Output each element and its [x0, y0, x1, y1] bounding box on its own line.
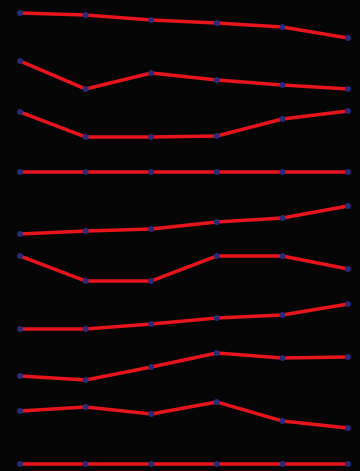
data-point: [279, 461, 286, 467]
data-point: [17, 253, 23, 259]
series-8: [17, 350, 351, 383]
data-point: [213, 77, 220, 83]
data-point: [213, 20, 220, 26]
series-line: [18, 59, 350, 91]
series-1: [17, 10, 351, 41]
data-point: [82, 278, 89, 284]
data-point: [345, 169, 351, 175]
data-point: [345, 266, 351, 272]
series-7: [17, 301, 351, 332]
data-point: [279, 253, 286, 259]
data-point: [345, 86, 351, 92]
data-point: [82, 86, 89, 92]
series-6: [17, 253, 351, 284]
data-point: [279, 116, 286, 122]
data-point: [279, 418, 286, 424]
series-line: [18, 254, 350, 283]
data-point: [17, 373, 23, 379]
data-point: [17, 169, 23, 175]
data-point: [17, 408, 23, 414]
data-point: [213, 315, 220, 321]
data-point: [345, 461, 351, 467]
data-point: [82, 169, 89, 175]
series-line: [18, 109, 350, 139]
series-layer: [17, 10, 351, 467]
data-point: [345, 301, 351, 307]
series-5: [17, 203, 351, 237]
data-point: [148, 321, 155, 327]
data-point: [82, 461, 89, 467]
data-point: [148, 70, 155, 76]
series-3: [17, 108, 351, 140]
data-point: [279, 312, 286, 318]
data-point: [213, 253, 220, 259]
data-point: [345, 354, 351, 360]
data-point: [148, 278, 155, 284]
data-point: [279, 82, 286, 88]
series-line: [18, 351, 350, 382]
data-point: [148, 226, 155, 232]
data-point: [148, 364, 155, 370]
data-point: [213, 399, 220, 405]
data-point: [279, 169, 286, 175]
data-point: [82, 228, 89, 234]
series-line: [18, 302, 350, 331]
series-line: [18, 11, 350, 40]
data-point: [213, 461, 220, 467]
data-point: [213, 350, 220, 356]
data-point: [148, 411, 155, 417]
data-point: [82, 377, 89, 383]
series-line: [18, 400, 350, 430]
data-point: [345, 203, 351, 209]
series-line: [18, 204, 350, 236]
data-point: [17, 326, 23, 332]
data-point: [82, 326, 89, 332]
series-2: [17, 58, 351, 92]
data-point: [82, 12, 89, 18]
data-point: [213, 133, 220, 139]
data-point: [213, 169, 220, 175]
data-point: [17, 10, 23, 16]
data-point: [82, 404, 89, 410]
series-4: [17, 169, 351, 175]
data-point: [345, 108, 351, 114]
data-point: [148, 461, 155, 467]
data-point: [279, 355, 286, 361]
series-10: [17, 461, 351, 467]
data-point: [279, 24, 286, 30]
data-point: [345, 35, 351, 41]
data-point: [279, 215, 286, 221]
series-9: [17, 399, 351, 431]
data-point: [17, 461, 23, 467]
data-point: [17, 231, 23, 237]
data-point: [148, 17, 155, 23]
data-point: [213, 219, 220, 225]
data-point: [345, 425, 351, 431]
data-point: [148, 169, 155, 175]
data-point: [17, 109, 23, 115]
data-point: [82, 134, 89, 140]
data-point: [148, 134, 155, 140]
data-point: [17, 58, 23, 64]
